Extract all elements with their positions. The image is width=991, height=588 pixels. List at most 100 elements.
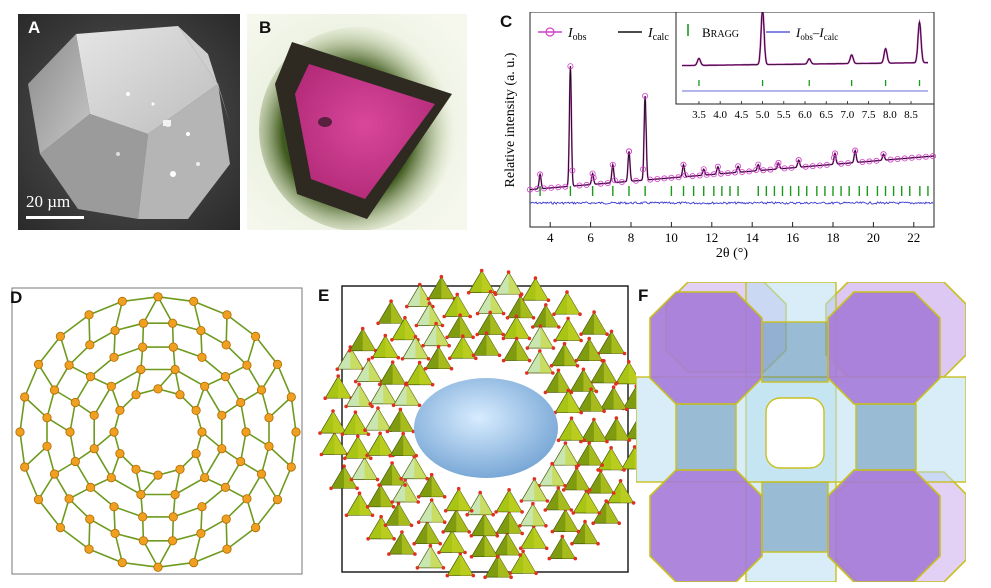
net-edge: [110, 477, 142, 496]
net-edge: [260, 389, 270, 418]
oxygen-atom: [557, 325, 561, 329]
net-edge: [172, 322, 202, 332]
net-edge: [90, 486, 115, 508]
net-edge: [122, 296, 159, 303]
tetrahedron-face: [532, 503, 546, 526]
iobs-point: [717, 170, 724, 177]
oxygen-atom: [426, 297, 431, 301]
oxygen-atom: [598, 469, 603, 473]
tetrahedron-face: [593, 419, 607, 442]
oxygen-atom: [344, 404, 348, 409]
net-edge: [142, 296, 159, 324]
net-edge: [225, 314, 228, 345]
iobs-peak-point: [735, 163, 742, 170]
oxygen-atom: [436, 344, 441, 349]
oxygen-atom: [363, 428, 367, 432]
oxygen-atom: [546, 298, 551, 302]
iobs-point: [604, 180, 611, 187]
oxygen-atom: [611, 491, 616, 495]
net-node: [138, 536, 148, 546]
oxygen-atom: [581, 367, 586, 372]
iobs-point: [809, 163, 816, 170]
net-edge: [204, 448, 223, 479]
oxygen-atom: [488, 289, 493, 294]
iobs-point: [731, 169, 738, 176]
oxygen-atom: [443, 509, 448, 513]
oxygen-atom: [370, 355, 375, 360]
x-tick-label: 14: [746, 230, 760, 245]
oxygen-atom: [377, 382, 382, 387]
tetrahedron-face: [333, 411, 347, 434]
oxygen-atom: [560, 534, 565, 539]
net-node: [117, 557, 127, 568]
iobs-point: [724, 170, 731, 177]
net-edge: [246, 364, 263, 391]
oxygen-atom: [387, 552, 391, 556]
tetrahedron-face: [415, 336, 429, 359]
oxygen-atom: [514, 336, 519, 341]
tetrahedron-face: [586, 490, 600, 513]
oxygen-atom: [543, 508, 548, 512]
net-node: [109, 352, 119, 362]
net-edge: [157, 540, 174, 568]
iobs-peak-point: [642, 93, 649, 100]
net-edge: [24, 445, 48, 468]
oxygen-atom: [497, 353, 502, 358]
oxygen-atom: [622, 468, 626, 472]
net-node: [168, 512, 178, 522]
legend-iobs-label: Iobs: [567, 26, 587, 43]
net-edge: [246, 498, 257, 528]
net-node: [264, 441, 274, 451]
oxygen-atom: [442, 520, 447, 524]
iobs-peak-point: [755, 161, 762, 168]
iobs-point: [894, 155, 901, 162]
tetrahedron-face: [558, 487, 572, 510]
oxygen-atom: [563, 484, 567, 488]
oxygen-atom: [357, 491, 362, 495]
net-edge: [192, 301, 202, 331]
net-edge: [157, 296, 174, 324]
oxygen-atom: [448, 356, 452, 361]
net-edge: [37, 335, 62, 365]
net-node: [85, 340, 95, 350]
iobs-point: [562, 183, 569, 190]
net-node: [241, 427, 251, 437]
tetrahedron-face: [380, 484, 394, 507]
oxygen-atom: [404, 382, 409, 387]
oxygen-atom: [390, 338, 394, 342]
oxygen-atom: [467, 530, 471, 534]
connector-prism: [761, 321, 829, 383]
iobs-point: [908, 154, 915, 161]
oxygen-atom: [366, 357, 371, 362]
oxygen-atom: [355, 486, 359, 491]
net-node: [86, 482, 96, 492]
net-node: [138, 512, 148, 522]
net-edge: [114, 532, 144, 542]
polyhedra-cage-diagram: [318, 268, 654, 579]
net-edge: [59, 526, 90, 550]
unit-cell-frame: [11, 287, 303, 575]
iobs-point: [823, 161, 830, 168]
oxygen-atom: [442, 495, 447, 499]
net-edge: [37, 363, 56, 391]
net-edge: [201, 356, 226, 378]
net-edge: [88, 519, 91, 550]
net-edge: [37, 499, 62, 529]
net-node: [55, 331, 66, 342]
iobs-point: [569, 167, 576, 174]
oxygen-atom: [465, 512, 469, 517]
scale-bar-label: 20 µm: [26, 192, 71, 211]
net-edge: [68, 344, 91, 366]
tetrahedron-face: [419, 362, 433, 385]
net-node: [256, 385, 267, 395]
net-node: [256, 469, 267, 479]
oxygen-atom: [379, 514, 383, 519]
net-node: [110, 325, 120, 336]
oxygen-atom: [475, 311, 480, 316]
oxygen-atom: [449, 366, 454, 371]
tetrahedron-face: [564, 343, 578, 366]
oxygen-atom: [455, 292, 459, 297]
net-node: [200, 473, 210, 483]
oxygen-atom: [531, 501, 535, 506]
oxygen-atom: [414, 323, 419, 328]
